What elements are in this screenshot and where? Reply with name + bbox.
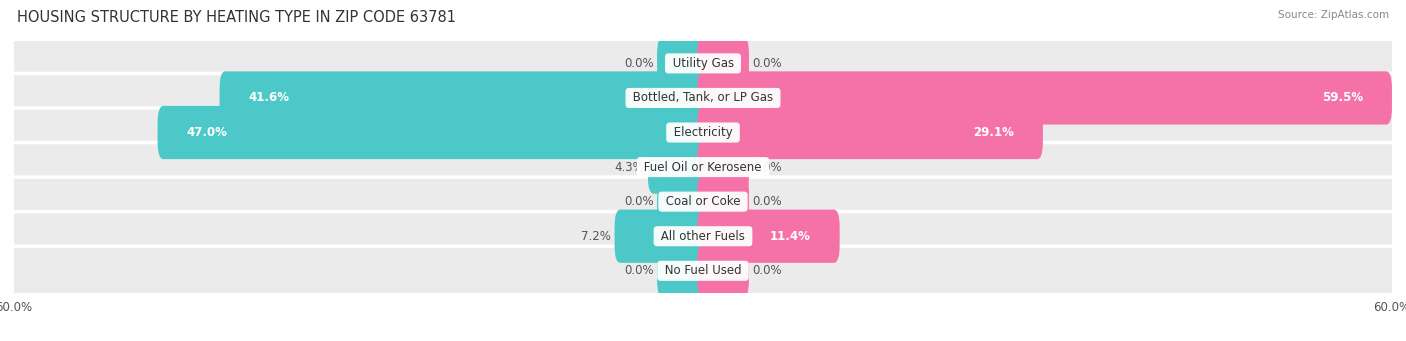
FancyBboxPatch shape bbox=[11, 246, 1395, 295]
FancyBboxPatch shape bbox=[697, 210, 839, 263]
Text: 4.3%: 4.3% bbox=[614, 161, 644, 174]
FancyBboxPatch shape bbox=[657, 37, 709, 90]
FancyBboxPatch shape bbox=[11, 143, 1395, 192]
FancyBboxPatch shape bbox=[697, 37, 749, 90]
Text: Bottled, Tank, or LP Gas: Bottled, Tank, or LP Gas bbox=[628, 91, 778, 104]
Text: 11.4%: 11.4% bbox=[770, 230, 811, 243]
Text: All other Fuels: All other Fuels bbox=[657, 230, 749, 243]
Text: 0.0%: 0.0% bbox=[624, 195, 654, 208]
Text: Electricity: Electricity bbox=[669, 126, 737, 139]
FancyBboxPatch shape bbox=[697, 175, 749, 228]
Text: 0.0%: 0.0% bbox=[752, 57, 782, 70]
FancyBboxPatch shape bbox=[11, 73, 1395, 122]
FancyBboxPatch shape bbox=[157, 106, 709, 159]
Text: Fuel Oil or Kerosene: Fuel Oil or Kerosene bbox=[640, 161, 766, 174]
FancyBboxPatch shape bbox=[697, 140, 749, 194]
FancyBboxPatch shape bbox=[657, 175, 709, 228]
FancyBboxPatch shape bbox=[657, 244, 709, 297]
Text: 59.5%: 59.5% bbox=[1322, 91, 1364, 104]
Text: 0.0%: 0.0% bbox=[752, 264, 782, 277]
Text: 7.2%: 7.2% bbox=[581, 230, 612, 243]
Text: 47.0%: 47.0% bbox=[186, 126, 228, 139]
Text: Coal or Coke: Coal or Coke bbox=[662, 195, 744, 208]
FancyBboxPatch shape bbox=[219, 71, 709, 124]
FancyBboxPatch shape bbox=[11, 39, 1395, 88]
FancyBboxPatch shape bbox=[11, 177, 1395, 226]
Text: 0.0%: 0.0% bbox=[624, 57, 654, 70]
FancyBboxPatch shape bbox=[697, 244, 749, 297]
Text: 0.0%: 0.0% bbox=[624, 264, 654, 277]
FancyBboxPatch shape bbox=[11, 212, 1395, 261]
FancyBboxPatch shape bbox=[697, 106, 1043, 159]
Text: Utility Gas: Utility Gas bbox=[669, 57, 737, 70]
Text: No Fuel Used: No Fuel Used bbox=[661, 264, 745, 277]
Text: HOUSING STRUCTURE BY HEATING TYPE IN ZIP CODE 63781: HOUSING STRUCTURE BY HEATING TYPE IN ZIP… bbox=[17, 10, 456, 25]
FancyBboxPatch shape bbox=[614, 210, 709, 263]
Text: Source: ZipAtlas.com: Source: ZipAtlas.com bbox=[1278, 10, 1389, 20]
Text: 0.0%: 0.0% bbox=[752, 161, 782, 174]
Text: 41.6%: 41.6% bbox=[249, 91, 290, 104]
FancyBboxPatch shape bbox=[11, 108, 1395, 157]
Text: 29.1%: 29.1% bbox=[973, 126, 1014, 139]
Text: 0.0%: 0.0% bbox=[752, 195, 782, 208]
FancyBboxPatch shape bbox=[648, 140, 709, 194]
FancyBboxPatch shape bbox=[697, 71, 1392, 124]
